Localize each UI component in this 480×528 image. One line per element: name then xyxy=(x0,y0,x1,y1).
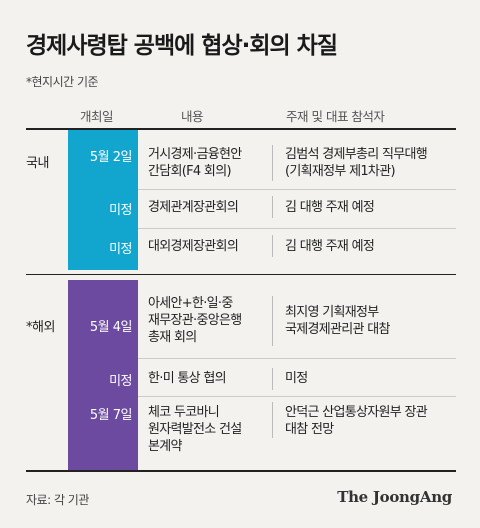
row-divider xyxy=(138,228,456,229)
content-cell: 경제관계장관회의 xyxy=(148,200,239,215)
row-divider xyxy=(138,396,456,397)
table-bottom-rule xyxy=(26,470,456,472)
date-cell: 미정 xyxy=(109,242,132,257)
content-cell: 체코 두코바니 원자력발전소 건설 본계약 xyxy=(148,405,242,454)
section-divider xyxy=(26,274,456,275)
column-separator xyxy=(272,296,273,346)
host-cell: 김 대행 주재 예정 xyxy=(285,200,375,215)
date-cell: 미정 xyxy=(109,374,132,389)
date-cell: 5월 4일 xyxy=(89,320,133,335)
column-separator xyxy=(272,196,273,218)
row-divider xyxy=(138,189,456,190)
content-cell: 한·미 통상 협의 xyxy=(148,371,227,386)
column-separator xyxy=(272,402,273,438)
host-cell: 최지영 기획재정부 국제경제관리관 대참 xyxy=(285,305,390,337)
column-separator xyxy=(272,368,273,390)
date-cell: 미정 xyxy=(109,203,132,218)
header-content: 내용 xyxy=(181,109,204,124)
region-overseas: *해외 xyxy=(26,320,55,335)
host-cell: 김 대행 주재 예정 xyxy=(285,239,375,254)
column-separator xyxy=(272,235,273,257)
row-divider xyxy=(138,358,456,359)
column-separator xyxy=(272,145,273,181)
page-title: 경제사령탑 공백에 협상·회의 차질 xyxy=(26,33,338,59)
header-host: 주재 및 대표 참석자 xyxy=(286,109,385,124)
host-cell: 김범석 경제부총리 직무대행 (기획재정부 제1차관) xyxy=(285,147,428,179)
content-cell: 아세안+한·일·중 재무장관·중앙은행 총재 회의 xyxy=(148,296,242,345)
table-top-rule xyxy=(26,128,456,130)
region-domestic: 국내 xyxy=(26,156,49,171)
date-cell: 5월 7일 xyxy=(89,408,133,423)
host-cell: 안덕근 산업통상자원부 장관 대참 전망 xyxy=(285,405,428,437)
header-date: 개최일 xyxy=(80,109,114,124)
host-cell: 미정 xyxy=(285,371,308,386)
content-cell: 대외경제장관회의 xyxy=(148,239,239,254)
source-note: 자료: 각 기관 xyxy=(26,493,89,507)
publisher-logo: The JoongAng xyxy=(337,488,452,506)
timezone-note: *현지시간 기준 xyxy=(26,75,99,89)
date-cell: 5월 2일 xyxy=(89,150,133,165)
content-cell: 거시경제·금융현안 간담회(F4 회의) xyxy=(148,147,242,179)
overseas-date-block xyxy=(68,280,138,470)
domestic-date-block xyxy=(68,130,138,270)
